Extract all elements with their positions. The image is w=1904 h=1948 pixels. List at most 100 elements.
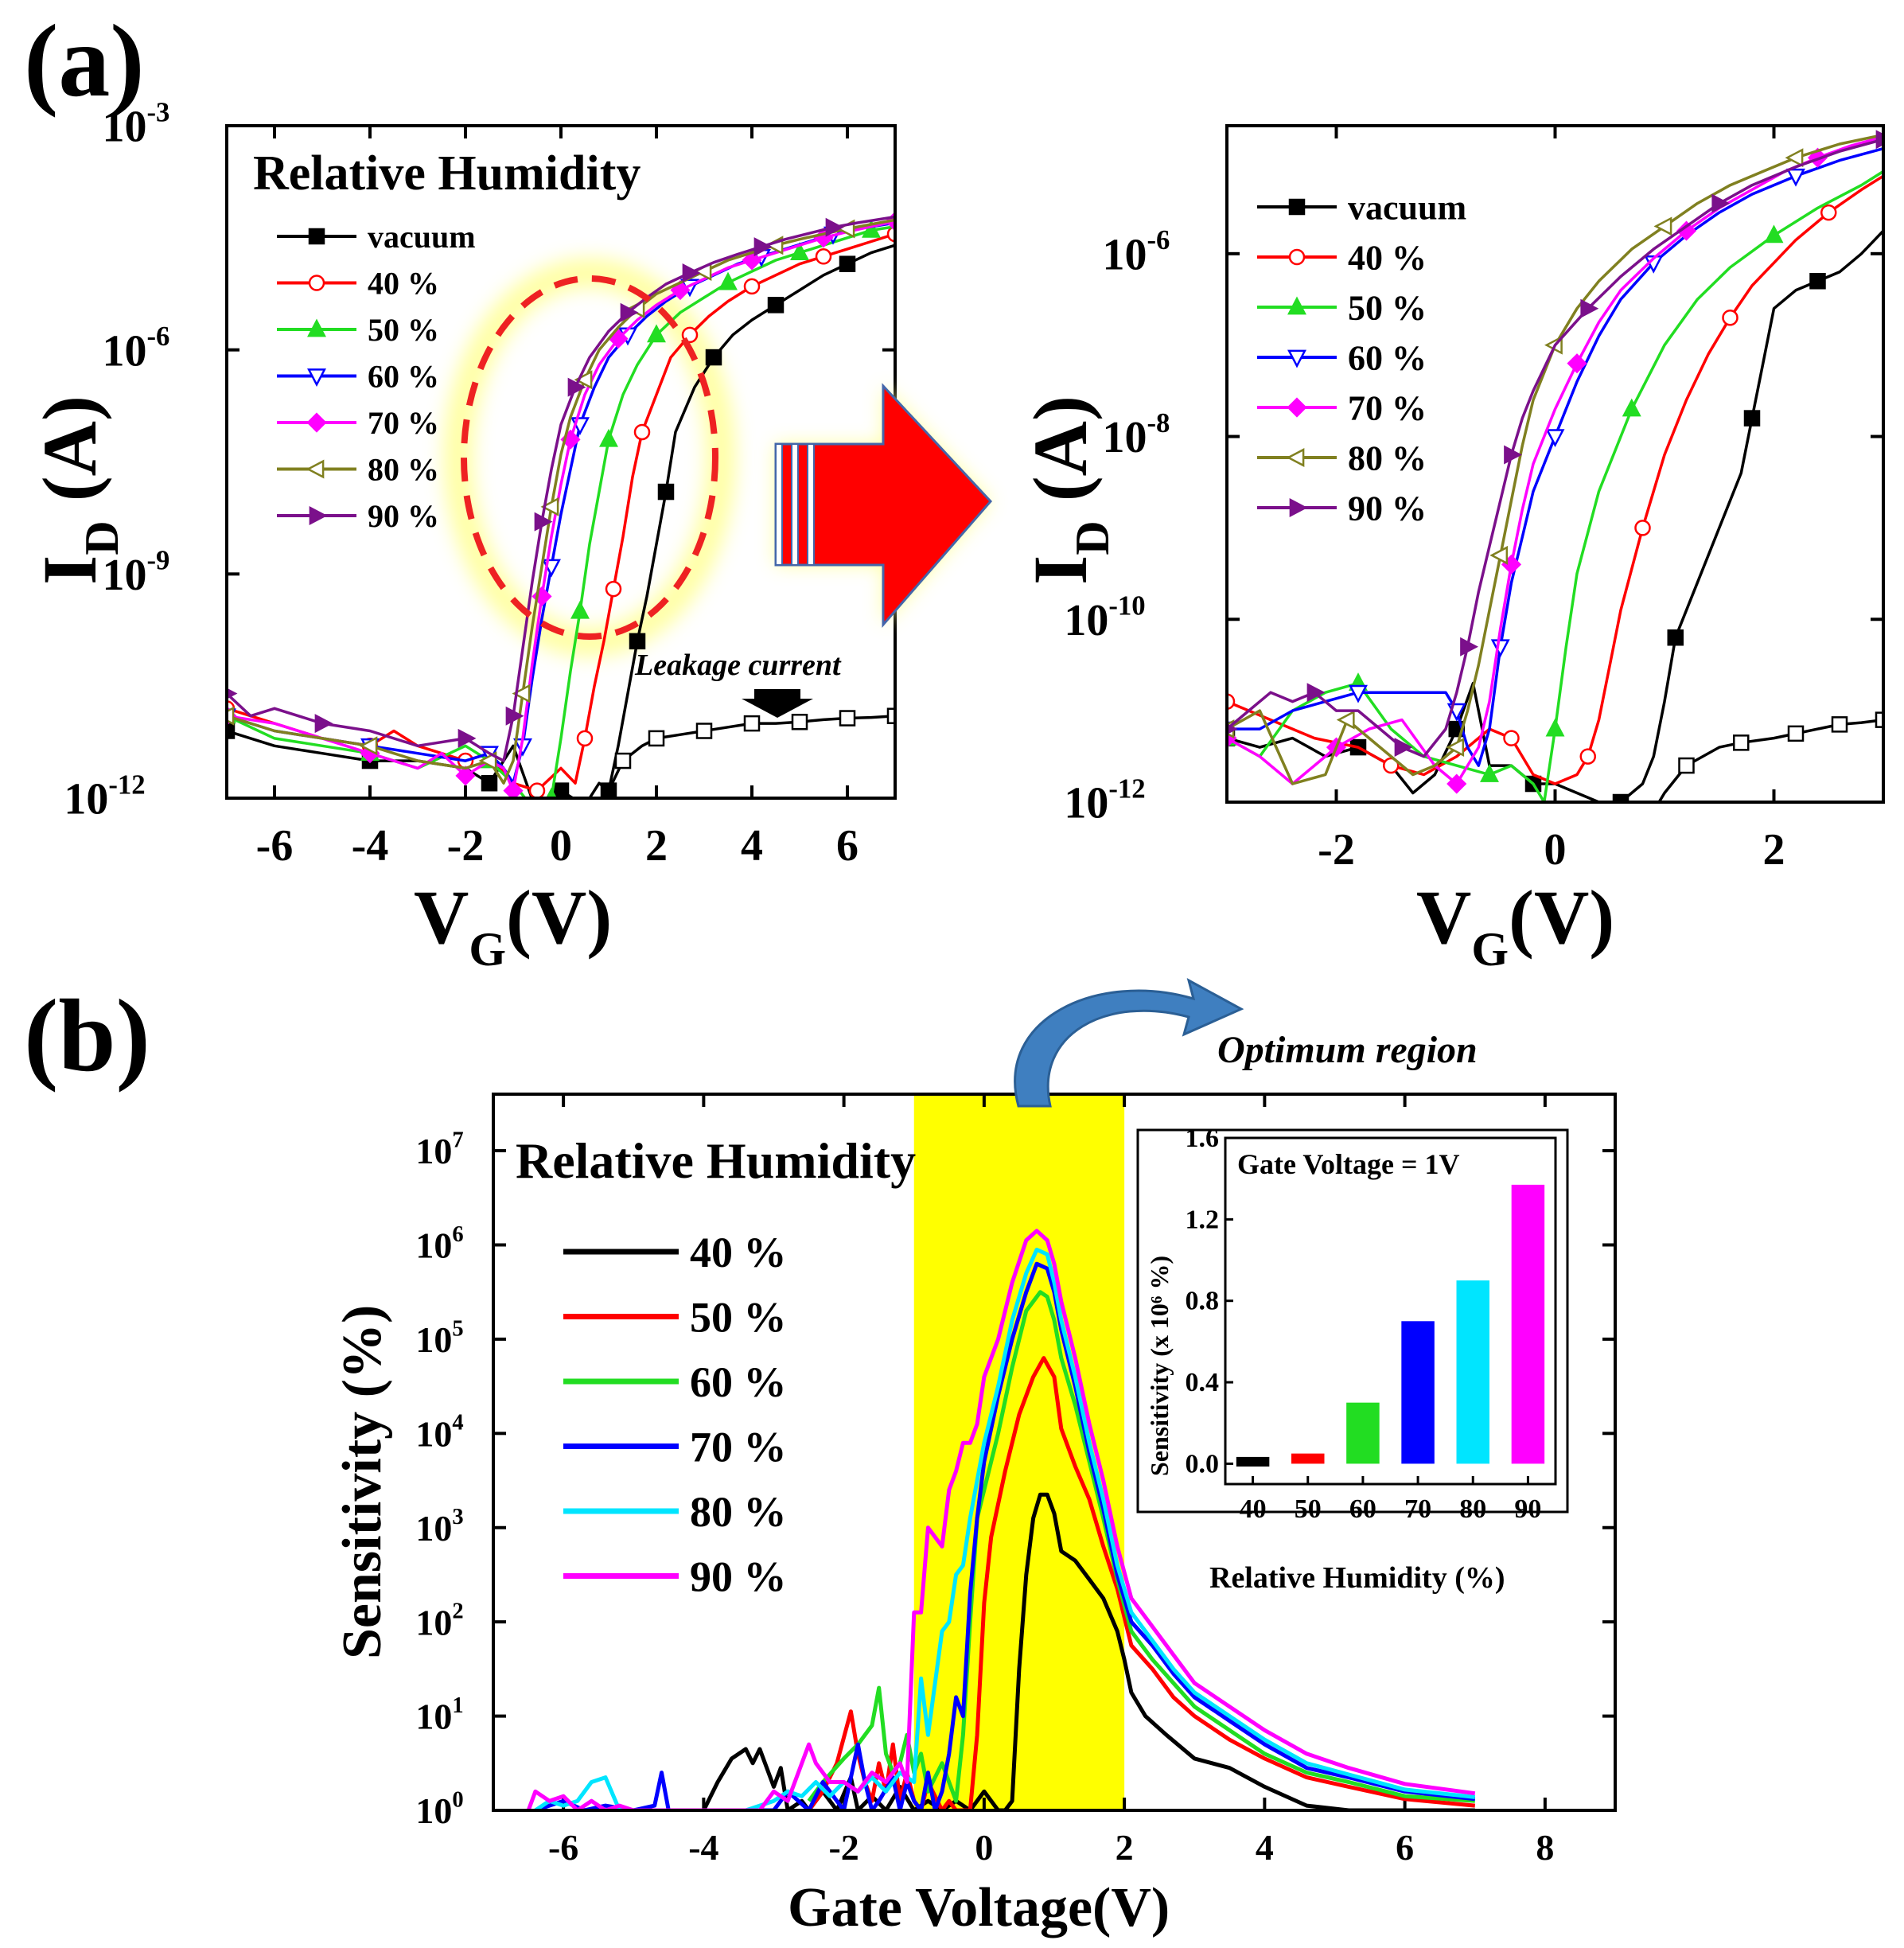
legend-item: 40 % bbox=[690, 1229, 787, 1276]
data-point bbox=[1383, 757, 1400, 774]
data-point bbox=[886, 707, 895, 724]
data-point bbox=[1306, 683, 1326, 703]
legend-item: 90 % bbox=[368, 498, 439, 534]
inset-ylabel: Sensitivity (x 10⁶ %) bbox=[1145, 1256, 1174, 1476]
data-point bbox=[1667, 629, 1684, 646]
data-point bbox=[1785, 148, 1804, 168]
data-point bbox=[478, 751, 497, 771]
data-point bbox=[839, 710, 856, 727]
legend-item: 80 % bbox=[368, 452, 439, 488]
data-point bbox=[1349, 684, 1368, 703]
x-tick-label: 0 bbox=[550, 821, 572, 871]
data-point bbox=[1678, 757, 1695, 774]
data-point bbox=[1489, 545, 1509, 565]
y-tick-label: 10-3 bbox=[102, 96, 169, 151]
legend-item: 40 % bbox=[1348, 238, 1427, 277]
x-tick-label: 4 bbox=[741, 821, 763, 871]
series-line bbox=[1227, 133, 1883, 785]
legend-item: 90 % bbox=[1348, 489, 1427, 528]
data-point bbox=[592, 813, 606, 828]
data-point bbox=[743, 715, 761, 732]
inset-bar bbox=[1401, 1321, 1435, 1464]
data-point bbox=[825, 217, 844, 237]
data-point bbox=[540, 497, 559, 516]
legend-item: 60 % bbox=[1348, 338, 1427, 377]
data-point bbox=[1480, 764, 1499, 782]
legend-item: vacuum bbox=[368, 219, 476, 255]
data-point bbox=[647, 324, 666, 343]
highlight-ellipse bbox=[461, 275, 718, 640]
x-tick-label: 2 bbox=[1763, 825, 1785, 875]
data-point bbox=[576, 730, 594, 747]
legend-marker bbox=[1287, 296, 1306, 315]
legend-marker bbox=[309, 506, 328, 525]
data-point bbox=[767, 297, 785, 314]
series-line bbox=[605, 714, 895, 798]
transition-arrow-icon bbox=[774, 383, 993, 629]
data-point bbox=[815, 248, 832, 265]
data-point bbox=[742, 250, 762, 271]
data-point bbox=[1764, 224, 1784, 243]
xlabel-a-right: VG(V) bbox=[1416, 875, 1614, 976]
data-point bbox=[620, 302, 639, 322]
data-point bbox=[1722, 309, 1739, 326]
inset-x-tick-label: 40 bbox=[1240, 1494, 1267, 1524]
series-line bbox=[1227, 229, 1883, 802]
legend-marker bbox=[308, 228, 325, 245]
data-point bbox=[314, 714, 333, 734]
inset-title: Gate Voltage = 1V bbox=[1237, 1148, 1460, 1180]
data-point bbox=[1787, 725, 1805, 742]
panel-label-a: (a) bbox=[24, 4, 145, 119]
data-point bbox=[753, 237, 773, 257]
inset-x-tick-label: 70 bbox=[1404, 1494, 1431, 1524]
data-point bbox=[1831, 716, 1848, 733]
series-line bbox=[702, 1492, 1475, 1810]
data-point bbox=[1336, 710, 1355, 730]
xlabel-a-left: VG(V) bbox=[414, 875, 612, 976]
chart-b-main: -6 -4 -2 0 2 4 6 8 100 101 102 103 104 105 106 107 Rela… bbox=[332, 978, 1617, 1938]
series-line bbox=[807, 1356, 1476, 1810]
y-tick-label: 10-9 bbox=[102, 545, 169, 600]
data-point bbox=[790, 242, 809, 260]
legend-marker bbox=[1287, 349, 1306, 368]
data-point bbox=[657, 483, 675, 501]
y-tick-label: 103 bbox=[415, 1505, 463, 1549]
x-tick-label: -4 bbox=[352, 821, 389, 871]
data-point bbox=[862, 219, 881, 238]
data-point bbox=[886, 225, 895, 243]
data-point bbox=[359, 736, 378, 756]
data-point bbox=[682, 263, 701, 282]
y-tick-label: 10-6 bbox=[1102, 224, 1170, 279]
y-tick-label: 102 bbox=[415, 1599, 463, 1643]
data-point bbox=[1446, 738, 1465, 758]
data-point bbox=[1875, 130, 1883, 150]
data-point bbox=[458, 728, 477, 748]
data-point bbox=[1786, 168, 1805, 187]
data-point bbox=[1503, 730, 1520, 746]
inset-bar bbox=[1346, 1402, 1380, 1464]
data-point bbox=[503, 781, 524, 798]
data-point bbox=[1636, 822, 1650, 836]
data-point bbox=[629, 633, 646, 650]
legend-item: 50 % bbox=[1348, 288, 1427, 327]
inset-y-tick-label: 1.6 bbox=[1186, 1124, 1220, 1153]
inset-x-tick-label: 80 bbox=[1459, 1494, 1486, 1524]
legend-title-b: Relative Humidity bbox=[516, 1132, 916, 1189]
x-tick-label: 6 bbox=[836, 821, 859, 871]
series-line bbox=[526, 1229, 1476, 1810]
data-point bbox=[1653, 216, 1672, 236]
data-point bbox=[1676, 220, 1697, 241]
y-tick-label: 10-12 bbox=[64, 769, 145, 824]
inset-x-tick-label: 50 bbox=[1295, 1494, 1322, 1524]
legend-item: 90 % bbox=[690, 1553, 787, 1600]
x-tick-label: -2 bbox=[447, 821, 485, 871]
inset-y-tick-label: 1.2 bbox=[1186, 1205, 1220, 1234]
legend-item: 60 % bbox=[690, 1358, 787, 1406]
data-point bbox=[552, 782, 570, 798]
x-tick-label: -4 bbox=[688, 1827, 718, 1868]
data-point bbox=[528, 782, 546, 798]
data-point bbox=[1227, 693, 1236, 710]
data-point bbox=[1545, 429, 1565, 448]
legend-item: vacuum bbox=[1348, 188, 1466, 227]
